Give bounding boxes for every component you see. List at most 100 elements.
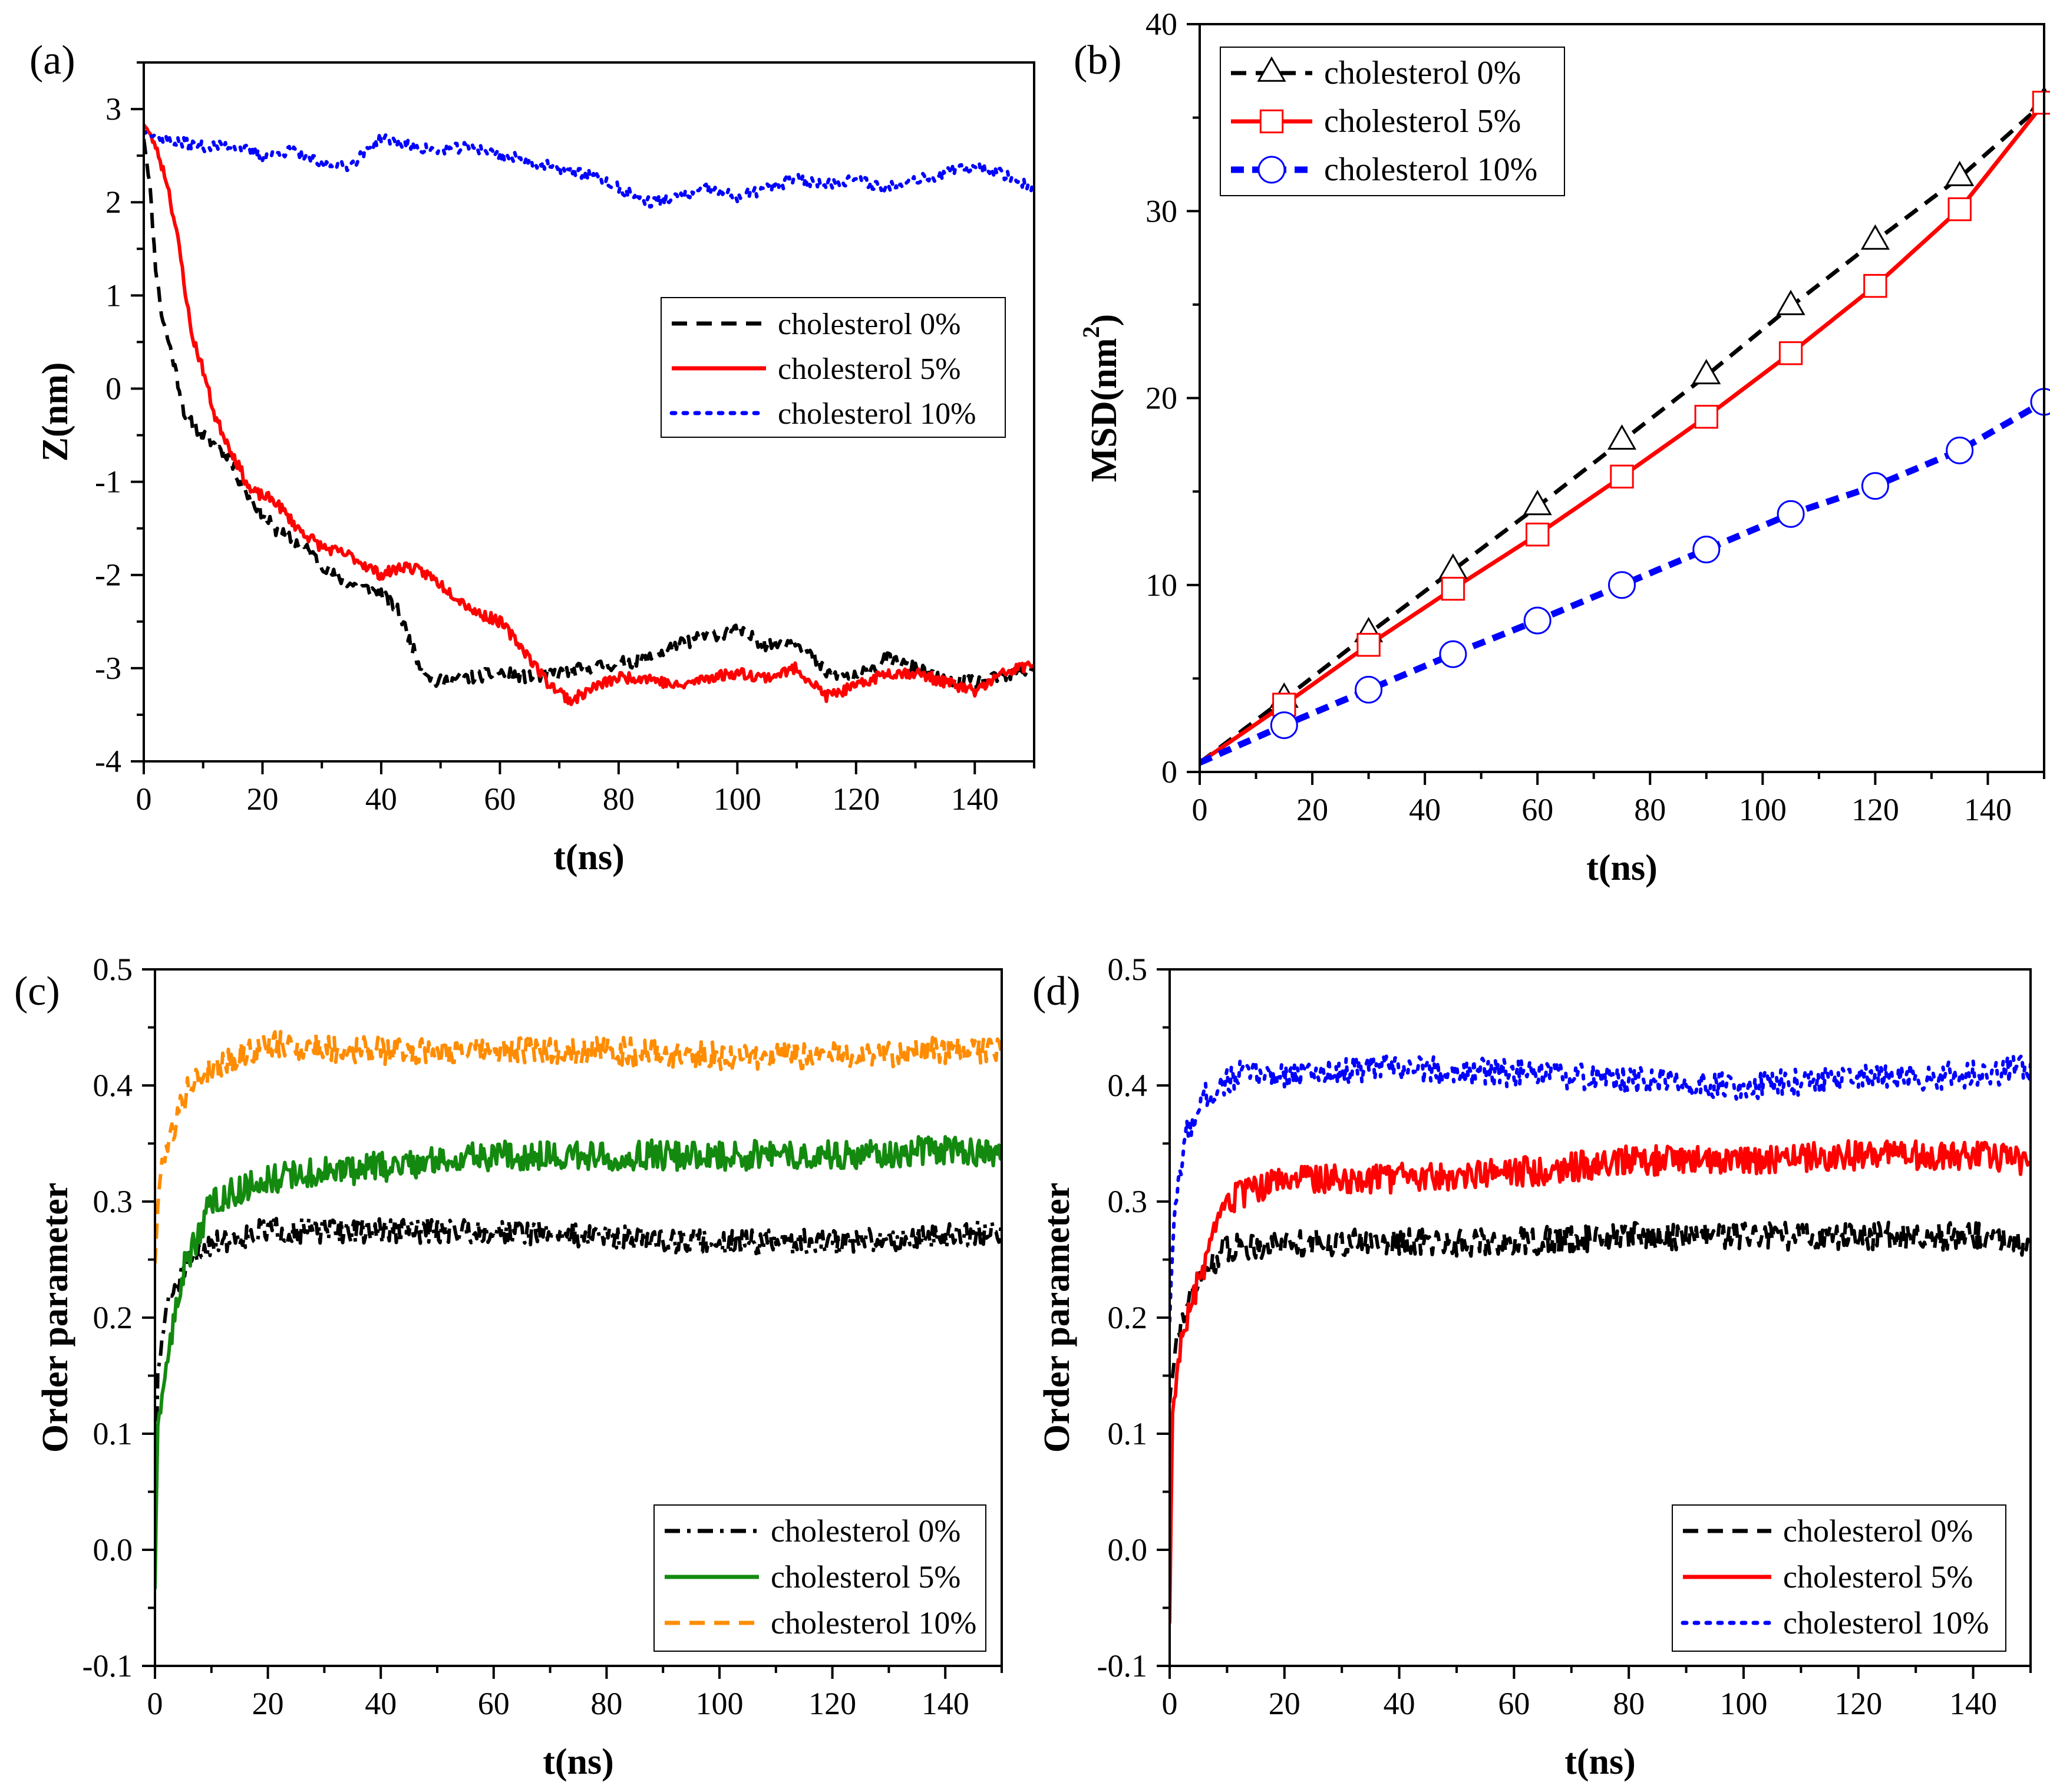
- y-tick-label: 20: [1146, 381, 1177, 416]
- x-axis-label: t(ns): [1586, 848, 1658, 888]
- x-tick-label: 80: [1634, 792, 1666, 827]
- x-tick-label: 40: [365, 1686, 397, 1721]
- x-tick-label: 120: [832, 781, 880, 817]
- x-axis-label: t(ns): [543, 1742, 614, 1782]
- x-tick-label: 100: [1739, 792, 1787, 827]
- data-point-marker: [1694, 405, 1719, 429]
- legend-marker: [1259, 109, 1284, 134]
- y-tick-label: 0.1: [93, 1416, 133, 1451]
- data-point-marker: [1438, 553, 1468, 579]
- y-tick-label: 0.2: [1108, 1300, 1148, 1335]
- legend-label: cholesterol 0%: [1324, 55, 1521, 91]
- legend-label: cholesterol 10%: [778, 397, 976, 431]
- y-axis-label: Order parameter: [1037, 1183, 1077, 1453]
- x-tick-label: 0: [147, 1686, 163, 1721]
- data-point-marker: [1608, 571, 1636, 599]
- chart-panel-c: 0 20 40 60 80 100 120 140 -0.1 0.0 0.1 0.2 0.3 0.4 0.5…: [14, 952, 1003, 1782]
- y-tick-label: -2: [95, 557, 121, 593]
- y-tick-label: 0: [1161, 754, 1177, 790]
- data-point-marker: [1946, 436, 1974, 464]
- y-axis-label: Order parameter: [35, 1183, 75, 1453]
- y-tick-label: 0.0: [93, 1532, 133, 1567]
- y-tick-label: -1: [95, 464, 121, 500]
- series-line-1: [144, 123, 1034, 707]
- chart-panel-a: 0 20 40 60 80 100 120 140 -4 -3 -2 -1 0 1 2 3 t(ns) Z(nm)…: [29, 38, 1035, 877]
- y-tick-label: 40: [1146, 6, 1177, 42]
- panel-label: (d): [1032, 969, 1081, 1014]
- x-axis-label: t(ns): [1564, 1742, 1636, 1782]
- panel-label: (a): [29, 38, 75, 83]
- x-tick-label: 40: [1384, 1686, 1415, 1721]
- x-tick-label: 60: [1521, 792, 1553, 827]
- x-tick-label: 20: [1269, 1686, 1300, 1721]
- x-tick-label: 0: [1162, 1686, 1178, 1721]
- legend: cholesterol 0% cholesterol 5% cholesterol …: [661, 297, 1006, 438]
- panel-label: (b): [1074, 38, 1122, 83]
- data-point-marker: [1610, 464, 1634, 489]
- data-point-marker: [1439, 640, 1467, 668]
- x-tick-label: 120: [808, 1686, 856, 1721]
- legend-marker: [1257, 56, 1286, 82]
- y-tick-label: -0.1: [82, 1648, 133, 1684]
- data-point-marker: [1441, 576, 1465, 601]
- x-axis-label: t(ns): [553, 837, 625, 877]
- x-tick-label: 120: [1851, 792, 1899, 827]
- data-point-marker: [1861, 472, 1889, 500]
- y-tick-label: 0.1: [1108, 1416, 1148, 1451]
- x-tick-label: 60: [484, 781, 516, 817]
- series-line-2: [144, 130, 1034, 209]
- x-tick-label: 80: [603, 781, 635, 817]
- x-tick-label: 80: [590, 1686, 622, 1721]
- x-tick-label: 80: [1613, 1686, 1645, 1721]
- x-tick-label: 100: [696, 1686, 744, 1721]
- y-axis-label: MSD(nm2): [1078, 314, 1124, 482]
- data-point-marker: [1777, 500, 1805, 528]
- x-tick-label: 100: [1720, 1686, 1768, 1721]
- legend-label: cholesterol 0%: [771, 1513, 960, 1549]
- x-tick-label: 100: [714, 781, 761, 817]
- x-tick-label: 0: [1192, 792, 1208, 827]
- x-tick-label: 20: [1296, 792, 1328, 827]
- legend-marker: [1257, 156, 1286, 184]
- y-tick-label: 0.2: [93, 1300, 133, 1335]
- legend-label: cholesterol 0%: [1783, 1513, 1973, 1549]
- x-tick-label: 20: [246, 781, 278, 817]
- y-tick-label: -4: [95, 744, 121, 779]
- plot-area: [155, 1029, 1002, 1589]
- y-tick-label: 0.5: [93, 952, 133, 987]
- data-point-marker: [1692, 359, 1721, 385]
- data-point-marker: [1355, 675, 1383, 704]
- plot-area: [1170, 1054, 2031, 1624]
- y-tick-label: 30: [1146, 193, 1177, 229]
- legend-label: cholesterol 10%: [1783, 1605, 1989, 1641]
- data-point-marker: [1945, 160, 1975, 186]
- series-line-2: [1170, 1054, 2031, 1324]
- series-line-1: [1170, 1139, 2031, 1624]
- y-tick-label: 1: [105, 278, 121, 313]
- series-line-1: [155, 1135, 1002, 1589]
- legend-label: cholesterol 5%: [1324, 103, 1521, 140]
- series-line-0: [1170, 1220, 2031, 1403]
- chart-panel-d: 0 20 40 60 80 100 120 140 -0.1 0.0 0.1 0.2 0.3 0.4 0.5…: [1032, 952, 2032, 1782]
- y-tick-label: 3: [105, 91, 121, 127]
- data-point-marker: [1607, 424, 1637, 450]
- x-tick-label: 140: [1964, 792, 2012, 827]
- legend-label: cholesterol 10%: [1324, 151, 1537, 188]
- legend: cholesterol 0% cholesterol 5% cholesterol …: [1220, 47, 1565, 196]
- y-tick-label: 0: [105, 371, 121, 406]
- legend-label: cholesterol 5%: [778, 352, 960, 386]
- series-line-2: [155, 1029, 1002, 1264]
- x-tick-label: 60: [1498, 1686, 1530, 1721]
- legend-label: cholesterol 0%: [778, 308, 960, 341]
- x-tick-label: 20: [252, 1686, 284, 1721]
- y-tick-label: -3: [95, 651, 121, 686]
- y-tick-label: 10: [1146, 567, 1177, 603]
- data-point-marker: [1860, 224, 1890, 250]
- x-tick-label: 140: [922, 1686, 969, 1721]
- y-tick-label: 0.4: [1108, 1068, 1148, 1103]
- x-tick-label: 140: [951, 781, 999, 817]
- x-tick-label: 120: [1834, 1686, 1882, 1721]
- y-tick-label: 0.4: [93, 1068, 133, 1103]
- x-tick-label: 60: [478, 1686, 510, 1721]
- data-point-marker: [2030, 388, 2050, 416]
